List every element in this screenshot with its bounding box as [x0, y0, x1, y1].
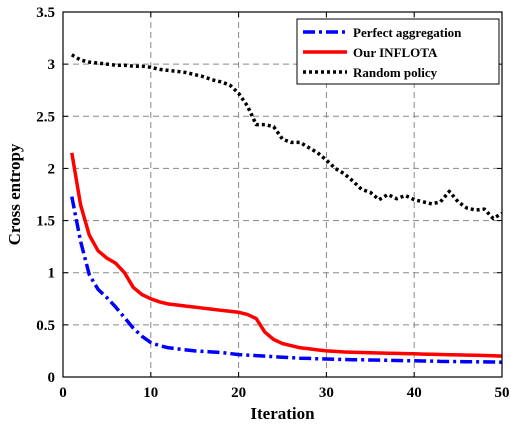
legend: Perfect aggregation Our INFLOTA Random pol… — [296, 18, 500, 85]
y-tick-label: 1 — [48, 266, 56, 282]
y-tick-label: 1.5 — [36, 214, 55, 230]
legend-label: Perfect aggregation — [353, 25, 462, 40]
series-line-random-policy — [70, 53, 503, 221]
legend-label: Our INFLOTA — [353, 45, 438, 60]
x-tick-label: 50 — [495, 385, 510, 401]
series-line-perfect-aggregation — [70, 196, 503, 364]
legend-label: Random policy — [353, 65, 438, 80]
axis-ticks: 0 10 20 30 40 50 0 0.5 1 1.5 2 2.5 3 3.5 — [36, 5, 509, 401]
y-tick-label: 3.5 — [36, 5, 55, 21]
y-tick-label: 2.5 — [36, 109, 55, 125]
y-tick-label: 0 — [48, 370, 56, 386]
x-tick-label: 30 — [319, 385, 334, 401]
series-line-our-inflota — [70, 152, 503, 358]
x-axis-label: Iteration — [250, 404, 315, 423]
series-lines — [70, 53, 503, 364]
y-tick-label: 2 — [48, 161, 56, 177]
x-tick-label: 10 — [143, 385, 158, 401]
y-axis-label: Cross entropy — [5, 143, 24, 245]
x-tick-label: 0 — [59, 385, 67, 401]
x-tick-label: 20 — [231, 385, 246, 401]
plot-frame — [62, 11, 503, 378]
y-tick-label: 0.5 — [36, 318, 55, 334]
y-tick-label: 3 — [48, 57, 56, 73]
x-tick-label: 40 — [407, 385, 422, 401]
